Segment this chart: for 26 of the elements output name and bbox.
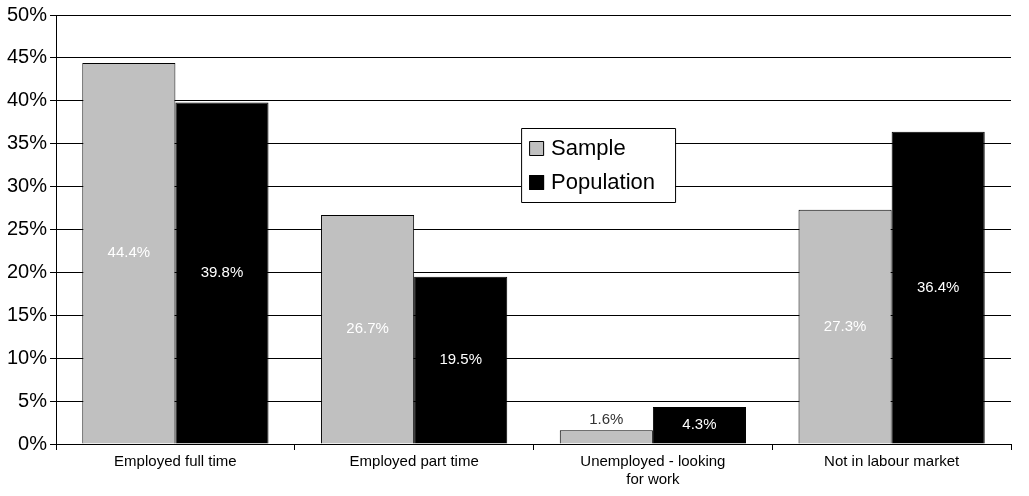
legend-label: Population [551, 169, 656, 195]
y-tick-label: 0% [18, 431, 48, 454]
y-tick-label: 40% [7, 88, 48, 111]
y-tick-label: 5% [18, 388, 48, 411]
legend-label: Sample [551, 135, 626, 161]
bar [652, 407, 746, 444]
data-label: 36.4% [916, 277, 960, 295]
data-label: 44.4% [107, 243, 151, 261]
x-tick-label: Not in labour market [824, 452, 960, 470]
y-tick-label: 35% [7, 131, 48, 154]
y-tick-label: 15% [7, 302, 48, 325]
data-label: 39.8% [200, 263, 244, 281]
y-tick-label: 50% [7, 2, 48, 25]
y-tick-label: 45% [7, 45, 48, 68]
data-label: 19.5% [439, 350, 482, 368]
data-label: 1.6% [589, 410, 624, 428]
x-tick-label: Unemployed - looking for work [580, 452, 726, 488]
data-label: 27.3% [823, 316, 867, 334]
data-label: 4.3% [682, 415, 717, 433]
y-tick-label: 30% [7, 174, 48, 197]
y-tick-label: 20% [7, 259, 48, 282]
y-tick-label: 10% [7, 345, 48, 368]
y-tick-label: 25% [7, 217, 48, 240]
x-tick-label: Employed full time [114, 452, 237, 470]
x-tick-label: Employed part time [349, 452, 479, 470]
data-label: 26.7% [346, 319, 389, 337]
